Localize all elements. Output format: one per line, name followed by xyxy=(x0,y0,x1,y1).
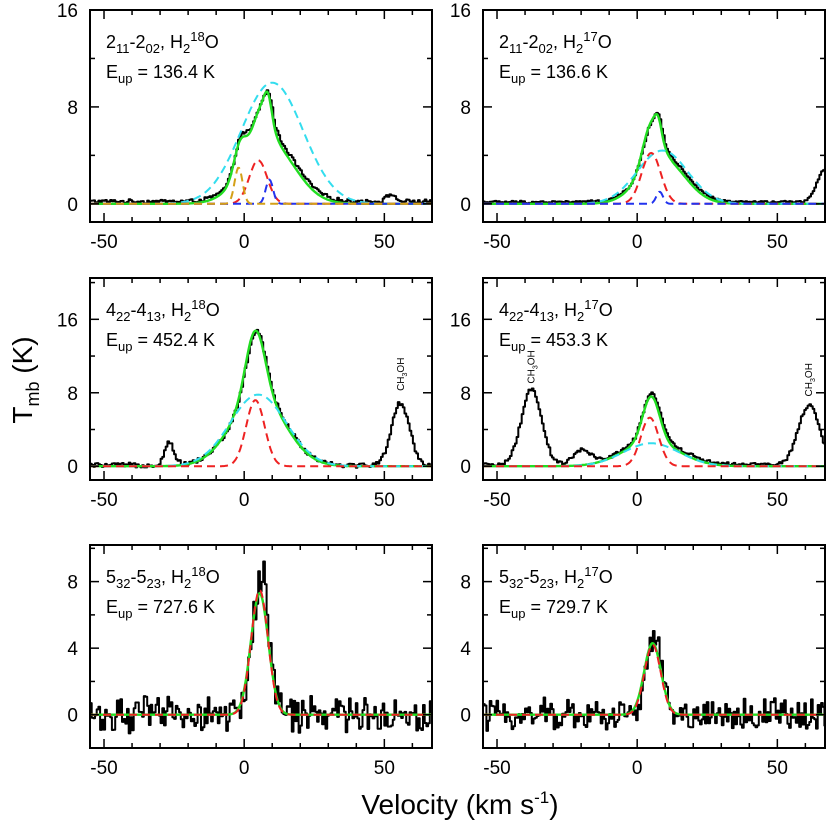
x-tick-label: 50 xyxy=(374,758,395,779)
x-tick-label: 50 xyxy=(767,758,788,779)
y-tick-label: 0 xyxy=(67,706,78,727)
series-observed-line xyxy=(90,560,432,735)
series-observed-line xyxy=(483,111,825,205)
plot-frame xyxy=(89,9,433,223)
x-tick-label: 50 xyxy=(767,490,788,511)
spectrum-panel-1: -50 0 50 0 8 16 211-202, H218O Eup = 136.4 K xyxy=(57,1,433,253)
x-tick-label: 0 xyxy=(632,232,643,253)
series-observed-line xyxy=(90,328,432,469)
series-medium-line xyxy=(483,416,825,468)
y-tick-label: 4 xyxy=(460,639,471,660)
y-tick-label: 8 xyxy=(460,573,471,594)
x-tick-label: 0 xyxy=(632,758,643,779)
series-total_fit-line xyxy=(483,112,825,205)
y-tick-label: 16 xyxy=(450,1,471,22)
series-narrow-line xyxy=(90,178,432,205)
y-tick-label: 0 xyxy=(460,457,471,478)
y-tick-label: 8 xyxy=(67,98,78,119)
spectrum-panel-5: -50 0 50 0 4 8 532-523, H218O Eup = 727.6 K xyxy=(67,544,433,779)
transition-label: 211-202, H217O xyxy=(499,29,612,56)
x-tick-label: 50 xyxy=(767,232,788,253)
x-tick-label: 50 xyxy=(374,490,395,511)
series-total_fit-line xyxy=(90,90,432,205)
series-total_fit-line xyxy=(483,395,825,468)
y-tick-label: 4 xyxy=(67,639,78,660)
series-observed-line xyxy=(483,387,825,468)
energy-label: Eup = 452.4 K xyxy=(106,330,215,354)
x-tick-label: 0 xyxy=(239,232,250,253)
y-tick-label: 16 xyxy=(450,310,471,331)
energy-label: Eup = 136.6 K xyxy=(499,62,608,86)
y-tick-label: 8 xyxy=(460,98,471,119)
ch3oh-annotation: CH3OH xyxy=(396,358,409,391)
series-blend-line xyxy=(90,166,432,205)
series-narrow-line xyxy=(483,190,825,205)
transition-label: 211-202, H218O xyxy=(106,29,219,56)
series-medium-line xyxy=(483,643,825,716)
y-tick-label: 8 xyxy=(460,384,471,405)
transition-label: 422-413, H217O xyxy=(499,297,613,324)
y-tick-label: 0 xyxy=(67,457,78,478)
series-broad-line xyxy=(483,149,825,205)
transition-label: 532-523, H218O xyxy=(106,564,220,591)
spectrum-panel-3: -50 0 50 0 8 16 422-413, H218O Eup = 452.4 K CH3… xyxy=(57,277,433,511)
x-tick-label: -50 xyxy=(90,490,117,511)
x-axis-title: Velocity (km s-1) xyxy=(361,788,558,820)
y-tick-label: 0 xyxy=(460,195,471,216)
series-medium-line xyxy=(483,151,825,205)
ch3oh-annotation: CH3OH xyxy=(527,350,540,383)
series-broad-line xyxy=(90,393,432,468)
x-tick-label: -50 xyxy=(483,490,510,511)
series-total_fit-line xyxy=(90,329,432,468)
series-medium-line xyxy=(90,159,432,205)
x-tick-label: -50 xyxy=(483,758,510,779)
x-tick-label: -50 xyxy=(483,232,510,253)
y-tick-label: 0 xyxy=(460,706,471,727)
plot-frame xyxy=(482,544,826,749)
y-tick-label: 0 xyxy=(67,195,78,216)
transition-label: 422-413, H218O xyxy=(106,297,220,324)
series-broad-line xyxy=(483,442,825,468)
energy-label: Eup = 727.6 K xyxy=(106,597,215,621)
x-tick-label: 0 xyxy=(239,490,250,511)
y-tick-label: 16 xyxy=(57,310,78,331)
y-axis-title: Tmb (K) xyxy=(7,336,43,423)
ch3oh-annotation: CH3OH xyxy=(804,363,817,396)
plot-frame xyxy=(482,277,826,481)
plot-frame xyxy=(89,277,433,481)
energy-label: Eup = 136.4 K xyxy=(106,62,215,86)
x-tick-label: -50 xyxy=(90,232,117,253)
energy-label: Eup = 729.7 K xyxy=(499,597,608,621)
spectrum-panel-6: -50 0 50 0 4 8 532-523, H217O Eup = 729.7 K xyxy=(460,544,826,779)
series-observed-line xyxy=(483,630,825,732)
series-medium-line xyxy=(90,399,432,468)
transition-label: 532-523, H217O xyxy=(499,564,613,591)
series-total_fit-line xyxy=(483,642,825,716)
spectrum-panel-2: -50 0 50 0 8 16 211-202, H217O Eup = 136.6 K xyxy=(450,1,826,253)
y-tick-label: 16 xyxy=(57,1,78,22)
y-tick-label: 8 xyxy=(67,573,78,594)
x-tick-label: -50 xyxy=(90,758,117,779)
plot-frame xyxy=(89,544,433,749)
y-tick-label: 8 xyxy=(67,384,78,405)
x-tick-label: 50 xyxy=(374,232,395,253)
x-tick-label: 0 xyxy=(632,490,643,511)
x-tick-label: 0 xyxy=(239,758,250,779)
series-medium-line xyxy=(90,589,432,716)
energy-label: Eup = 453.3 K xyxy=(499,330,608,354)
plot-frame xyxy=(482,9,826,223)
